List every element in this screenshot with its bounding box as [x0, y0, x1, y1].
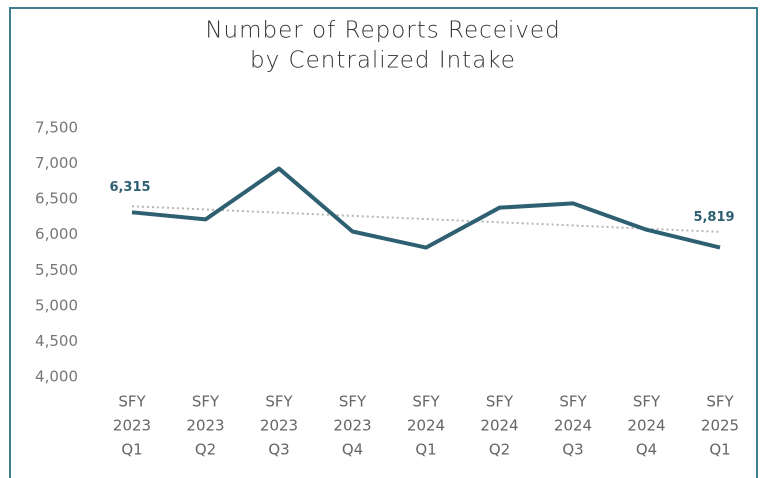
x-tick-label: SFY	[486, 393, 514, 411]
x-tick-label: Q4	[636, 441, 657, 459]
y-tick-label: 4,000	[35, 368, 78, 386]
x-tick-label: 2024	[554, 417, 592, 435]
x-tick-label: Q2	[195, 441, 216, 459]
y-tick-label: 7,500	[35, 119, 78, 137]
x-tick-label: SFY	[412, 393, 440, 411]
x-tick-label: Q1	[415, 441, 436, 459]
x-tick-label: 2024	[627, 417, 665, 435]
y-tick-label: 4,500	[35, 332, 78, 350]
x-tick-label: SFY	[192, 393, 220, 411]
x-tick-label: Q1	[709, 441, 730, 459]
x-tick-label: SFY	[633, 393, 661, 411]
x-tick-label: SFY	[339, 393, 367, 411]
data-label: 5,819	[693, 210, 734, 225]
x-tick-label: 2023	[186, 417, 224, 435]
x-tick-label: Q1	[121, 441, 142, 459]
chart-title: by Centralized Intake	[250, 48, 516, 74]
x-tick-label: SFY	[559, 393, 587, 411]
x-tick-label: 2024	[407, 417, 445, 435]
x-tick-label: Q3	[268, 441, 289, 459]
y-tick-label: 5,000	[35, 296, 78, 314]
x-tick-label: 2025	[701, 417, 739, 435]
y-tick-label: 6,500	[35, 190, 78, 208]
y-tick-label: 5,500	[35, 261, 78, 279]
x-tick-label: 2024	[480, 417, 518, 435]
x-tick-label: SFY	[118, 393, 146, 411]
data-label: 6,315	[109, 180, 150, 195]
x-tick-label: SFY	[706, 393, 734, 411]
frame	[9, 7, 758, 478]
trend-line	[131, 205, 721, 233]
x-tick-label: 2023	[113, 417, 151, 435]
x-tick-label: 2023	[333, 417, 371, 435]
y-tick-label: 7,000	[35, 154, 78, 172]
x-tick-label: Q3	[562, 441, 583, 459]
x-tick-label: Q4	[342, 441, 363, 459]
x-tick-label: 2023	[260, 417, 298, 435]
x-tick-label: Q2	[489, 441, 510, 459]
data-line	[131, 166, 721, 250]
x-tick-label: SFY	[265, 393, 293, 411]
y-tick-label: 6,000	[35, 225, 78, 243]
chart-title: Number of Reports Received	[205, 18, 560, 44]
